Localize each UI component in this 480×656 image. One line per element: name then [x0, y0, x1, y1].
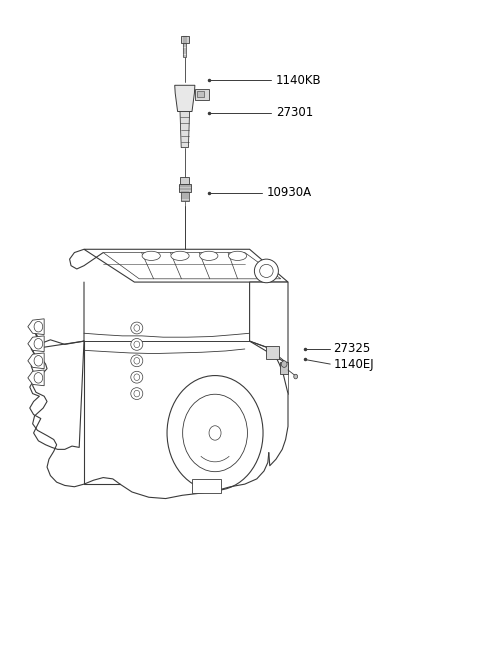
Ellipse shape [34, 356, 43, 366]
Text: 27325: 27325 [334, 342, 371, 356]
Ellipse shape [134, 325, 140, 331]
Ellipse shape [131, 338, 143, 350]
Text: 1140EJ: 1140EJ [334, 358, 374, 371]
Polygon shape [250, 282, 288, 364]
Polygon shape [84, 282, 250, 341]
Ellipse shape [134, 341, 140, 348]
Polygon shape [28, 336, 44, 352]
Ellipse shape [34, 321, 43, 332]
Ellipse shape [131, 388, 143, 400]
Ellipse shape [294, 374, 298, 379]
Polygon shape [195, 89, 209, 100]
Polygon shape [266, 346, 279, 359]
Bar [179, 184, 191, 192]
Ellipse shape [254, 259, 278, 283]
Bar [280, 362, 288, 374]
Ellipse shape [134, 390, 140, 397]
Polygon shape [28, 353, 44, 369]
Polygon shape [28, 370, 44, 386]
Ellipse shape [200, 251, 218, 260]
Polygon shape [180, 112, 190, 148]
Ellipse shape [134, 374, 140, 380]
Polygon shape [103, 253, 281, 279]
Ellipse shape [167, 375, 263, 490]
Bar [180, 177, 189, 184]
Ellipse shape [228, 251, 247, 260]
Text: 27301: 27301 [276, 106, 313, 119]
Text: 1140KB: 1140KB [276, 73, 322, 87]
Ellipse shape [209, 426, 221, 440]
Polygon shape [175, 85, 195, 112]
Ellipse shape [142, 251, 160, 260]
Bar [181, 36, 189, 43]
Ellipse shape [182, 394, 248, 472]
Ellipse shape [171, 251, 189, 260]
Polygon shape [192, 479, 221, 493]
Bar [197, 91, 204, 97]
Ellipse shape [281, 361, 287, 367]
Ellipse shape [131, 371, 143, 383]
Bar [183, 43, 186, 57]
Ellipse shape [131, 355, 143, 367]
Polygon shape [28, 319, 44, 335]
Ellipse shape [260, 264, 273, 277]
Bar [181, 192, 189, 201]
Ellipse shape [34, 338, 43, 349]
Ellipse shape [134, 358, 140, 364]
Ellipse shape [34, 373, 43, 383]
Polygon shape [84, 249, 288, 282]
Ellipse shape [131, 322, 143, 334]
Text: 10930A: 10930A [266, 186, 312, 199]
